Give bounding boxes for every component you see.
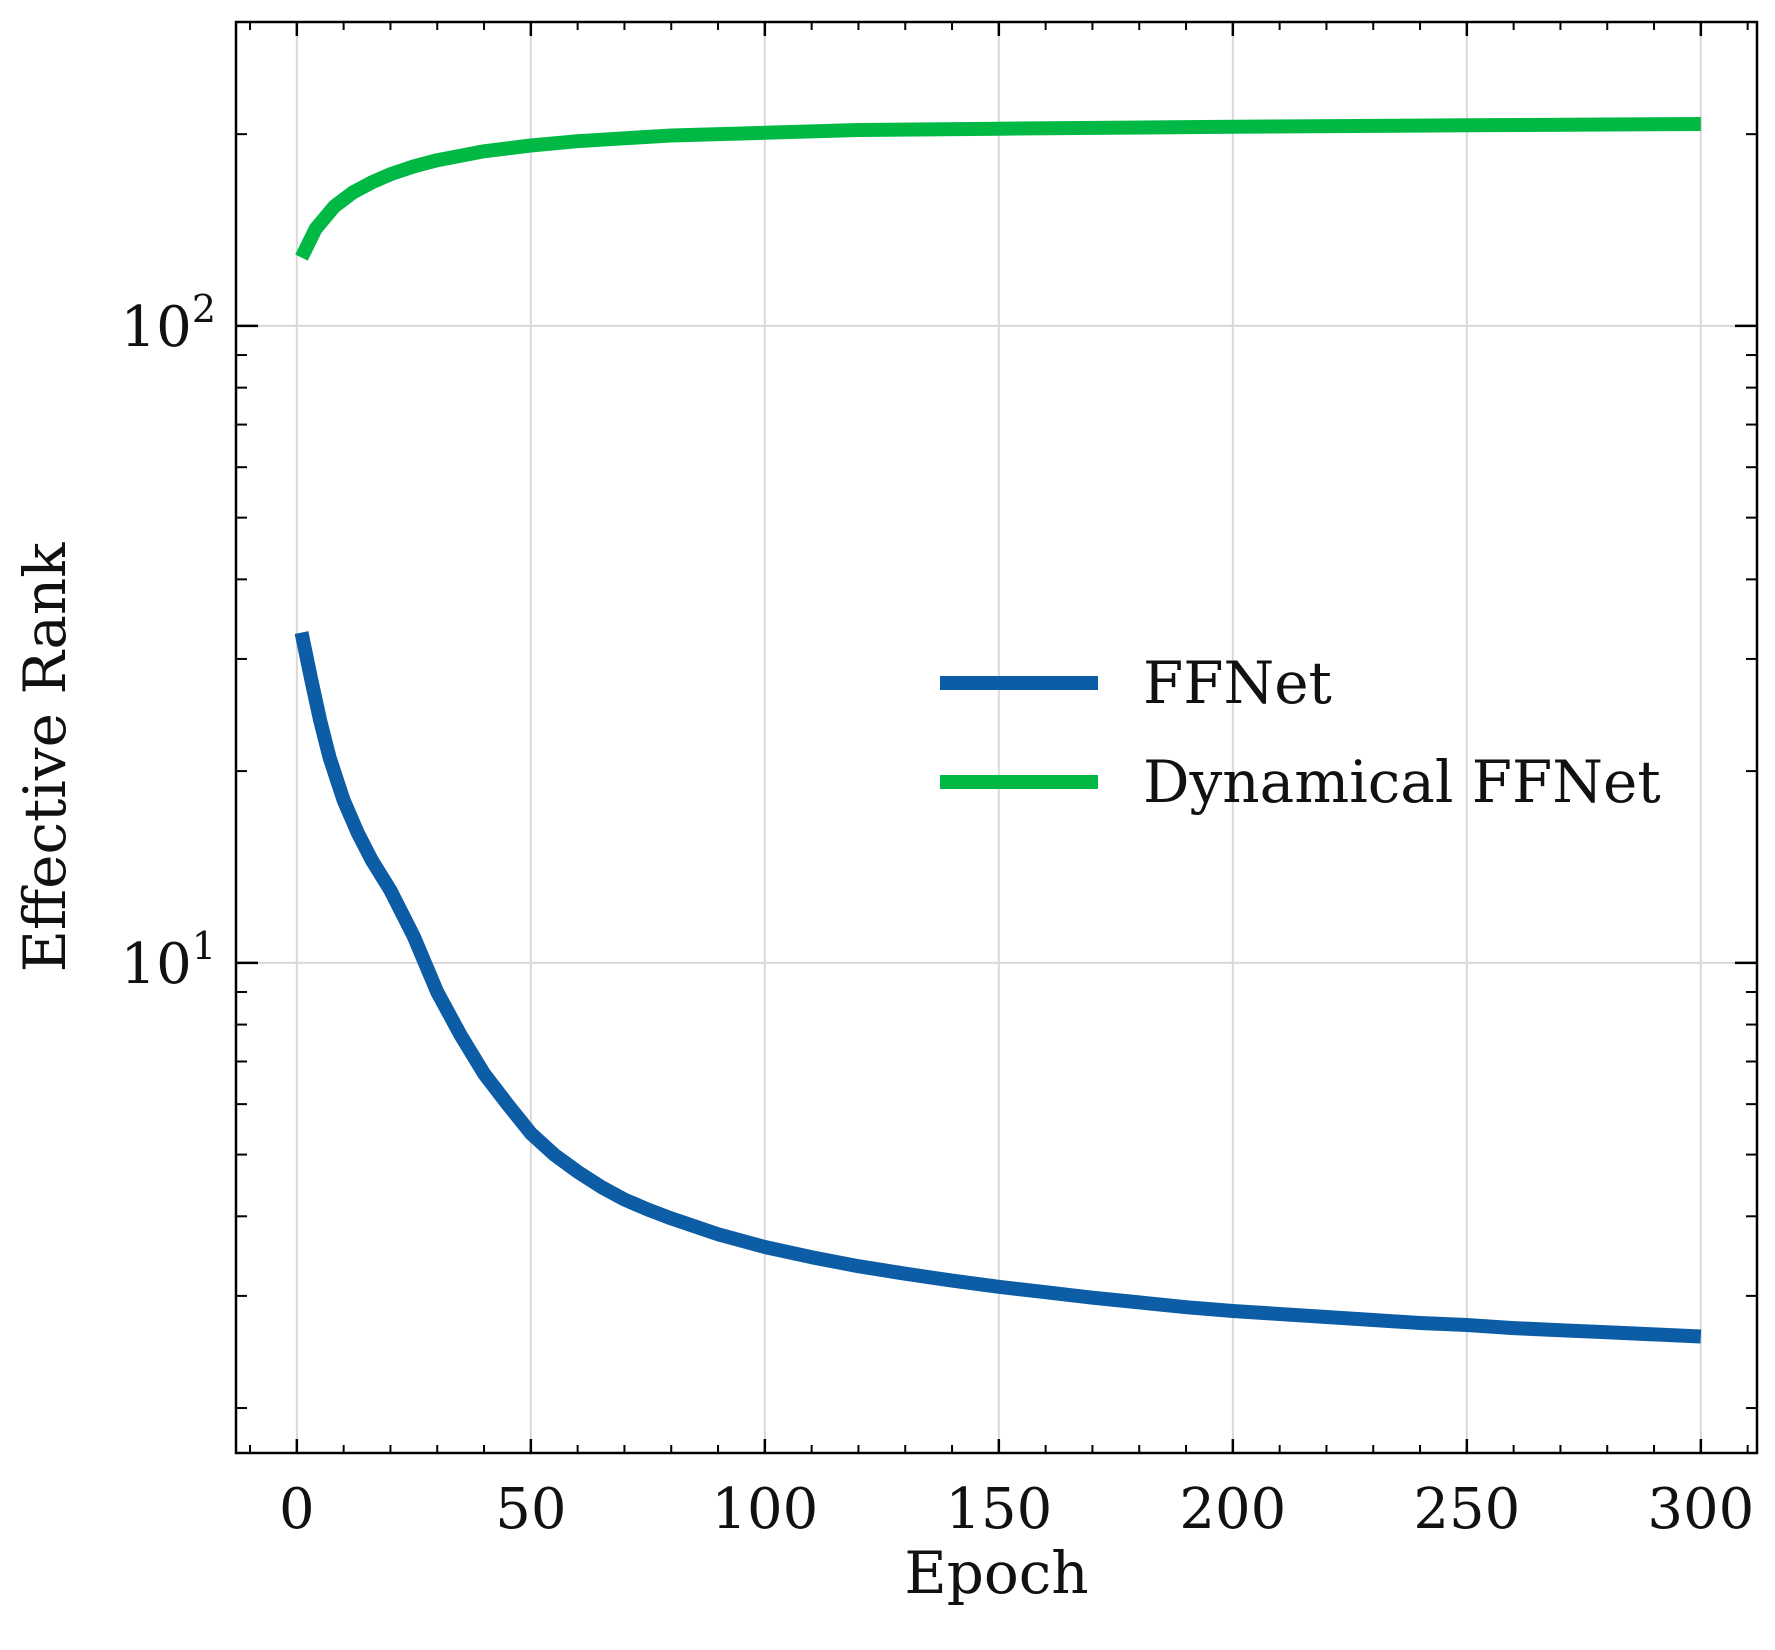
series-lines — [294, 117, 1702, 1344]
x-tick-label: 100 — [711, 1477, 818, 1542]
y-tick-labels: 101 102 — [121, 287, 216, 997]
series-line-dynamical-ffnet — [295, 117, 1701, 261]
y-tick-label: 102 — [121, 287, 216, 360]
series-line-ffnet — [294, 631, 1702, 1344]
y-axis-title: Effective Rank — [11, 542, 79, 973]
x-tick-label: 150 — [945, 1477, 1052, 1542]
legend: FFNet Dynamical FFNet — [940, 649, 1661, 816]
x-axis-title: Epoch — [904, 1539, 1088, 1607]
legend-label-dynamical-ffnet: Dynamical FFNet — [1143, 748, 1661, 816]
axis-ticks — [236, 21, 1757, 1453]
legend-label-ffnet: FFNet — [1143, 649, 1332, 717]
x-tick-label: 200 — [1179, 1477, 1286, 1542]
grid — [236, 22, 1757, 1453]
x-tick-label: 0 — [279, 1477, 315, 1542]
x-tick-label: 300 — [1647, 1477, 1754, 1542]
x-tick-labels: 0 50 100 150 200 250 300 — [279, 1477, 1754, 1542]
plot-frame — [234, 20, 1759, 1455]
x-tick-label: 50 — [495, 1477, 566, 1542]
x-tick-label: 250 — [1413, 1477, 1520, 1542]
y-tick-label: 101 — [121, 924, 216, 997]
